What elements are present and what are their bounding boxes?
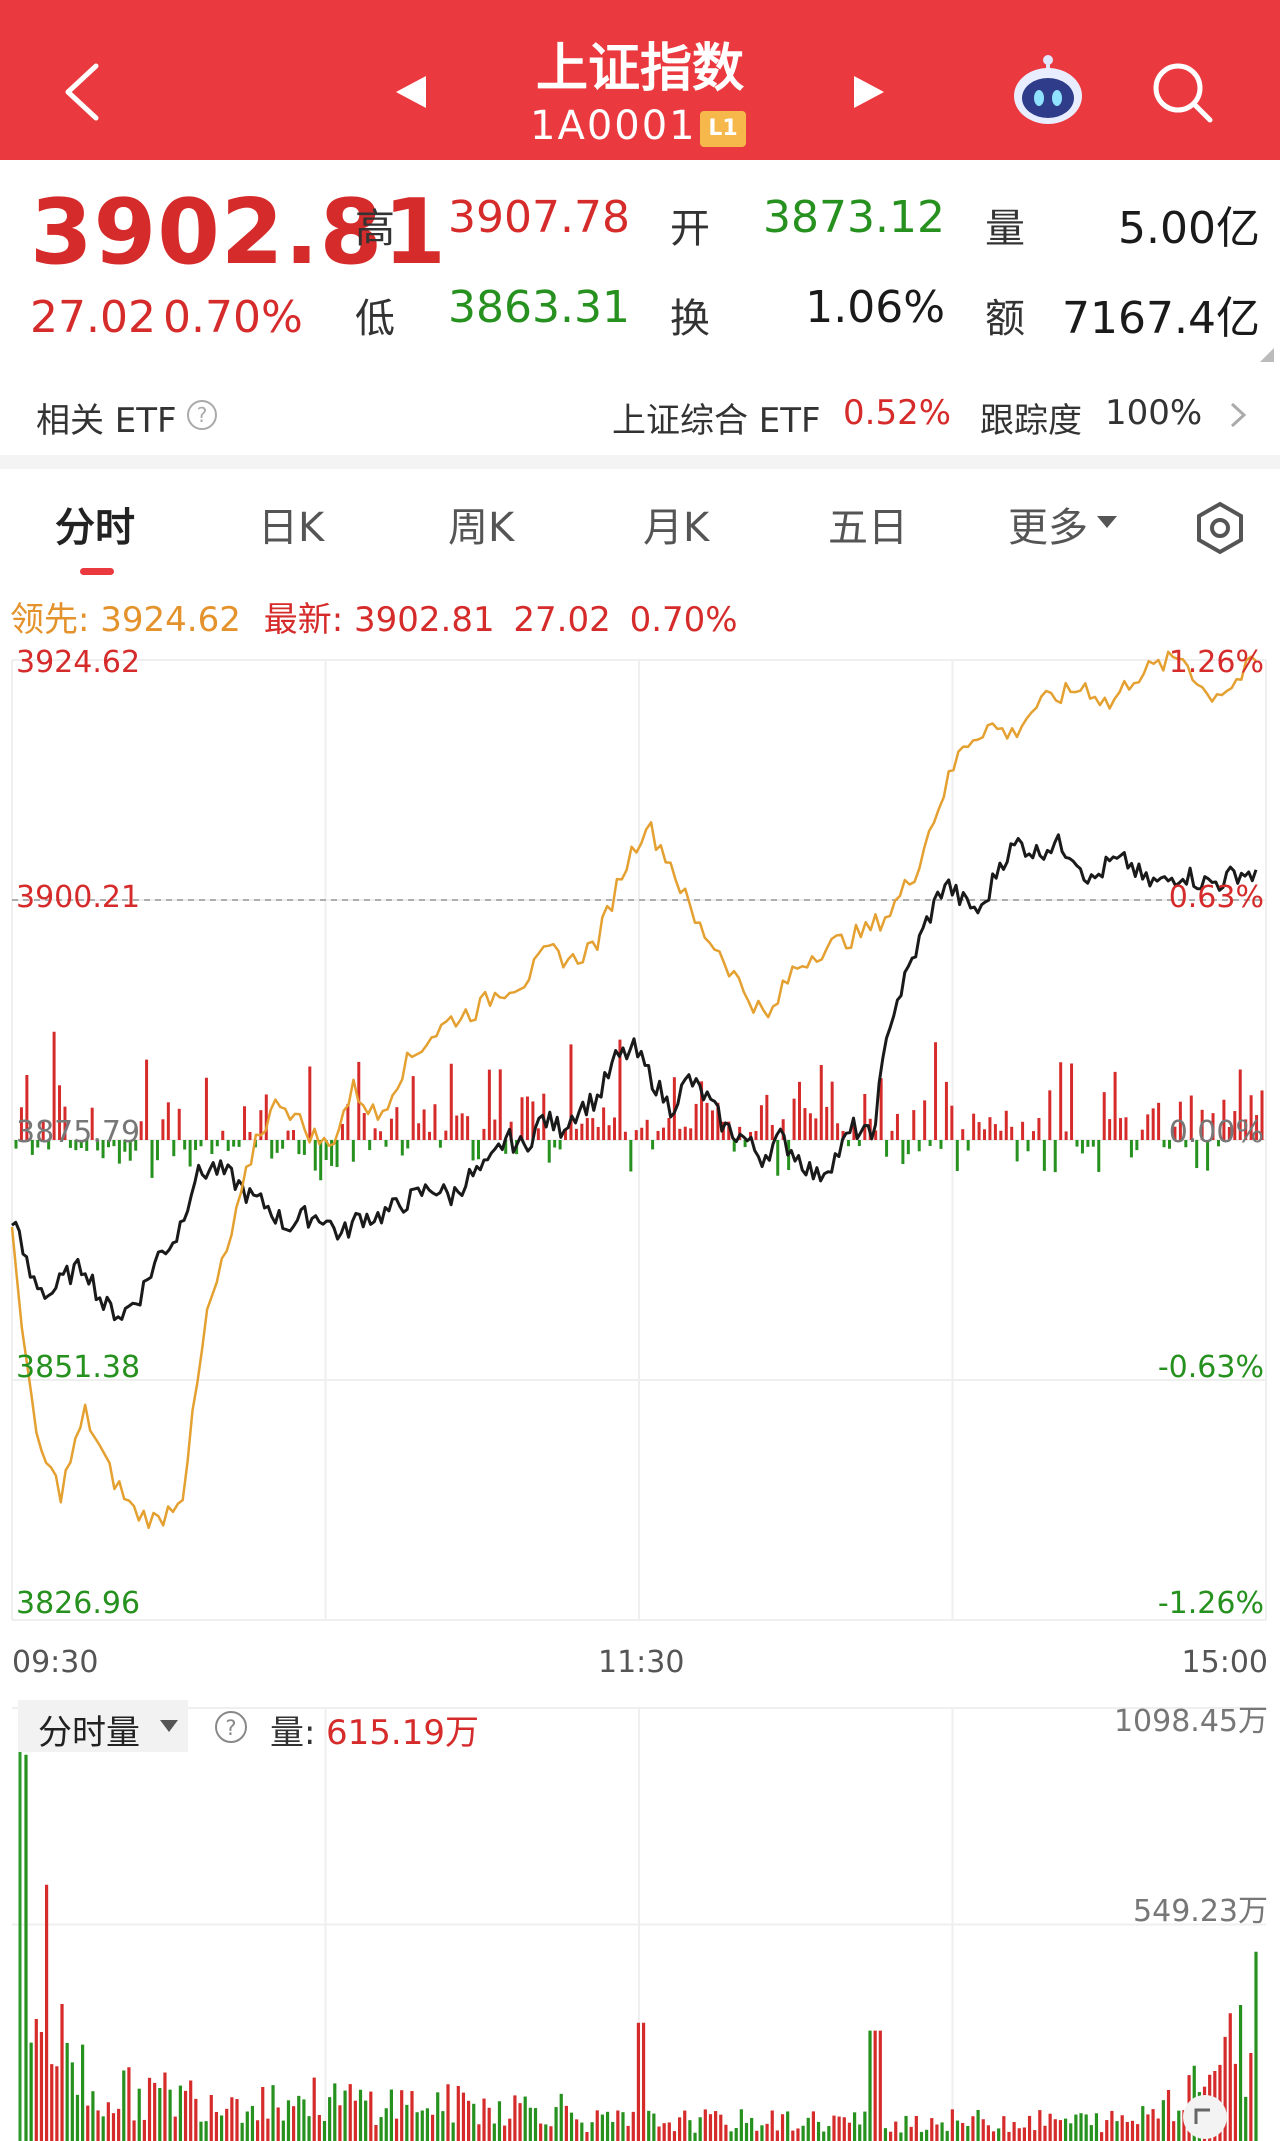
volume-max-label: 1098.45万	[1113, 1704, 1268, 1739]
tab-active-indicator	[80, 568, 114, 575]
price-change-pct: 0.70%	[163, 292, 303, 343]
y-axis-label-right-4: -1.26%	[1157, 1586, 1264, 1621]
open-value: 3873.12	[763, 192, 945, 243]
volume-help-icon[interactable]: ?	[214, 1710, 248, 1744]
open-label: 开	[670, 206, 710, 252]
tab-five-day[interactable]: 五日	[828, 505, 908, 551]
volume-reading-label: 量:	[270, 1713, 316, 1753]
amount-label: 额	[985, 296, 1025, 342]
low-label: 低	[355, 296, 395, 342]
tab-intraday[interactable]: 分时	[55, 505, 135, 551]
prev-index-icon[interactable]	[392, 72, 432, 112]
low-value: 3863.31	[448, 282, 630, 333]
y-axis-label-left-1: 3900.21	[16, 880, 141, 915]
tab-daily-k[interactable]: 日K	[258, 505, 325, 551]
search-icon[interactable]	[1150, 60, 1216, 126]
etf-name[interactable]: 上证综合 ETF	[612, 401, 821, 441]
y-axis-label-right-1: 0.63%	[1168, 880, 1264, 915]
y-axis-label-left-4: 3826.96	[16, 1586, 141, 1621]
chevron-right-icon[interactable]	[1228, 400, 1248, 430]
expand-corner-icon[interactable]	[1260, 348, 1274, 362]
index-code: 1A0001	[530, 103, 697, 149]
turnover-value: 1.06%	[805, 282, 945, 333]
y-axis-label-right-2: 0.00%	[1168, 1115, 1264, 1150]
tab-weekly-k[interactable]: 周K	[448, 505, 515, 551]
high-label: 高	[355, 206, 395, 252]
latest-label: 最新:	[263, 600, 344, 640]
time-label-close: 15:00	[1181, 1645, 1268, 1680]
volume-reading-value: 615.19万	[326, 1713, 479, 1753]
latest-price-line	[11, 833, 1258, 1322]
volume-selector[interactable]	[18, 1700, 188, 1752]
latest-pct: 0.70%	[629, 600, 738, 640]
fullscreen-icon[interactable]	[1182, 2094, 1228, 2140]
etf-label: 相关 ETF	[36, 401, 177, 441]
volume-selector-label: 分时量	[38, 1713, 140, 1753]
time-label-open: 09:30	[12, 1645, 99, 1680]
latest-value: 3902.81	[353, 600, 495, 640]
volume-mid-label: 549.23万	[1133, 1894, 1268, 1929]
volume-caret-icon[interactable]	[158, 1718, 180, 1734]
volume-value: 5.00亿	[1118, 203, 1260, 254]
info-line: 领先: 3924.62 最新: 3902.81 27.02 0.70%	[10, 592, 738, 641]
tab-monthly-k[interactable]: 月K	[643, 505, 710, 551]
y-axis-label-right-0: 1.26%	[1168, 645, 1264, 680]
section-divider	[0, 455, 1280, 469]
lead-label: 领先:	[10, 600, 90, 640]
settings-icon[interactable]	[1192, 500, 1248, 556]
amount-value: 7167.4亿	[1062, 293, 1260, 344]
y-axis-label-left-2: 3875.79	[16, 1115, 141, 1150]
tab-more[interactable]: 更多	[1008, 505, 1088, 551]
volume-chart[interactable]	[0, 1688, 1280, 2141]
track-value: 100%	[1105, 393, 1203, 433]
next-index-icon[interactable]	[848, 72, 888, 112]
help-icon[interactable]: ?	[186, 399, 218, 431]
svg-text:?: ?	[225, 1716, 236, 1740]
lead-value: 3924.62	[100, 600, 241, 640]
back-icon[interactable]	[60, 62, 104, 122]
y-axis-label-left-0: 3924.62	[16, 645, 141, 680]
high-value: 3907.78	[448, 192, 630, 243]
page-title: 上证指数	[535, 39, 744, 99]
level-badge: L1	[700, 111, 746, 147]
volume-label: 量	[985, 206, 1025, 252]
latest-change: 27.02	[513, 600, 611, 640]
lead-index-line	[10, 650, 1257, 1530]
turnover-label: 换	[670, 296, 710, 342]
time-label-midday: 11:30	[598, 1645, 685, 1680]
price-change: 27.02	[30, 292, 156, 343]
caret-down-icon[interactable]	[1095, 514, 1119, 530]
intraday-chart[interactable]	[0, 640, 1280, 1640]
current-price: 3902.81	[30, 180, 447, 285]
y-axis-label-left-3: 3851.38	[16, 1350, 141, 1385]
track-label: 跟踪度	[980, 401, 1082, 441]
svg-text:?: ?	[197, 403, 208, 427]
y-axis-label-right-3: -0.63%	[1157, 1350, 1264, 1385]
robot-assistant-icon[interactable]	[1010, 52, 1086, 128]
etf-pct: 0.52%	[843, 393, 952, 433]
